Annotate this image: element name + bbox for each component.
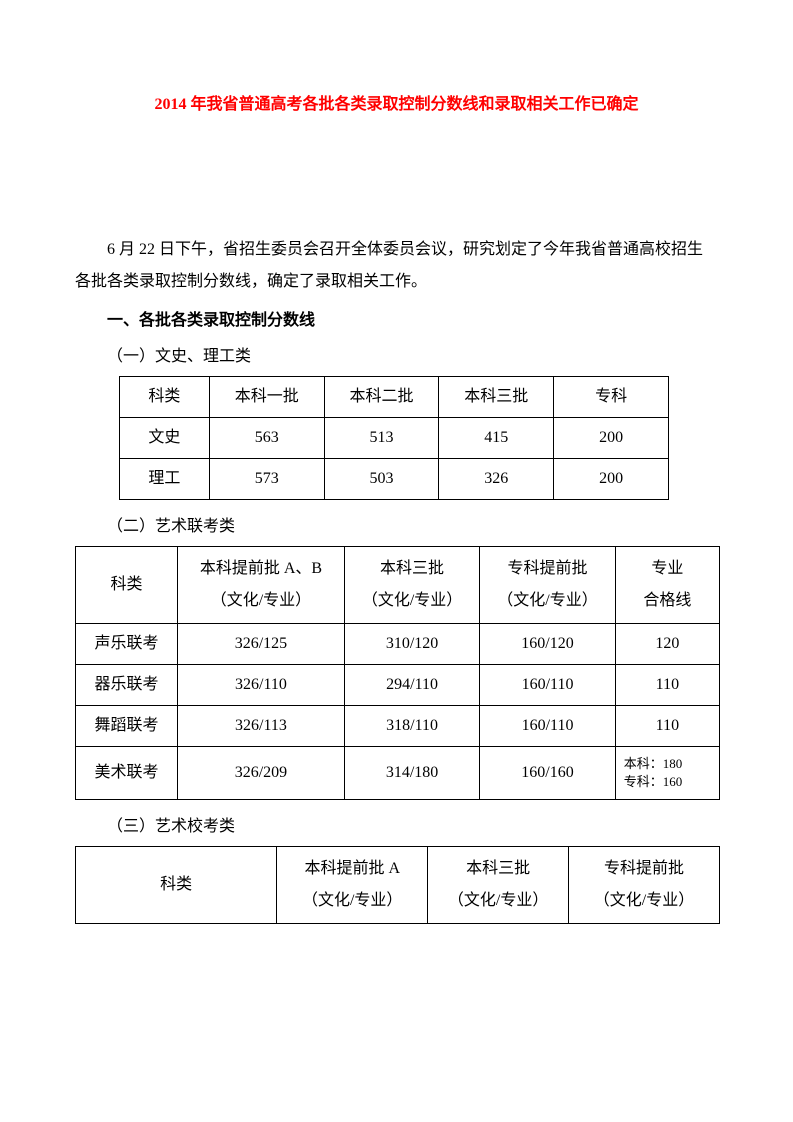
table-header-cell: 本科三批（文化/专业） — [428, 847, 569, 924]
table-cell: 326/209 — [178, 747, 345, 800]
table-row: 舞蹈联考 326/113 318/110 160/110 110 — [76, 706, 720, 747]
table-cell: 美术联考 — [76, 747, 178, 800]
table-cell: 舞蹈联考 — [76, 706, 178, 747]
table-cell: 120 — [615, 624, 719, 665]
table-cell: 318/110 — [344, 706, 479, 747]
table-row: 科类 本科一批 本科二批 本科三批 专科 — [120, 377, 669, 418]
table-cell: 本科：180专科：160 — [615, 747, 719, 800]
table-cell: 310/120 — [344, 624, 479, 665]
table-header-cell: 科类 — [76, 847, 277, 924]
table-cell: 573 — [209, 459, 324, 500]
table-cell: 文史 — [120, 418, 210, 459]
table-row: 文史 563 513 415 200 — [120, 418, 669, 459]
table-cell: 326/125 — [178, 624, 345, 665]
table-cell: 503 — [324, 459, 439, 500]
table-header-cell: 专科 — [554, 377, 669, 418]
document-title: 2014 年我省普通高考各批各类录取控制分数线和录取相关工作已确定 — [75, 90, 718, 114]
table-cell: 160/110 — [480, 706, 615, 747]
table-cell: 326/110 — [178, 665, 345, 706]
table-header-cell: 本科二批 — [324, 377, 439, 418]
table-cell: 415 — [439, 418, 554, 459]
table-cell: 294/110 — [344, 665, 479, 706]
table-cell: 160/120 — [480, 624, 615, 665]
table-row: 美术联考 326/209 314/180 160/160 本科：180专科：16… — [76, 747, 720, 800]
sub-heading-2: （二）艺术联考类 — [75, 512, 718, 536]
table-cell: 563 — [209, 418, 324, 459]
table-cell: 110 — [615, 665, 719, 706]
intro-paragraph: 6 月 22 日下午，省招生委员会召开全体委员会议，研究划定了今年我省普通高校招… — [75, 234, 718, 298]
table-art-school: 科类 本科提前批 A（文化/专业） 本科三批（文化/专业） 专科提前批（文化/专… — [75, 846, 720, 924]
table-wenshi-ligong: 科类 本科一批 本科二批 本科三批 专科 文史 563 513 415 200 … — [119, 376, 669, 500]
table-cell: 326/113 — [178, 706, 345, 747]
table-art-joint: 科类 本科提前批 A、B（文化/专业） 本科三批（文化/专业） 专科提前批（文化… — [75, 546, 720, 800]
table-cell: 理工 — [120, 459, 210, 500]
table-row: 理工 573 503 326 200 — [120, 459, 669, 500]
table-header-cell: 专科提前批（文化/专业） — [569, 847, 720, 924]
table-row: 器乐联考 326/110 294/110 160/110 110 — [76, 665, 720, 706]
table-cell: 声乐联考 — [76, 624, 178, 665]
table-row: 科类 本科提前批 A（文化/专业） 本科三批（文化/专业） 专科提前批（文化/专… — [76, 847, 720, 924]
table-cell: 器乐联考 — [76, 665, 178, 706]
table-cell: 160/160 — [480, 747, 615, 800]
table-cell: 200 — [554, 418, 669, 459]
table-row: 科类 本科提前批 A、B（文化/专业） 本科三批（文化/专业） 专科提前批（文化… — [76, 547, 720, 624]
table-header-cell: 本科一批 — [209, 377, 324, 418]
table-cell: 326 — [439, 459, 554, 500]
table-header-cell: 科类 — [76, 547, 178, 624]
table-header-cell: 专业合格线 — [615, 547, 719, 624]
table-header-cell: 科类 — [120, 377, 210, 418]
table-cell: 110 — [615, 706, 719, 747]
table-cell: 160/110 — [480, 665, 615, 706]
table-cell: 513 — [324, 418, 439, 459]
sub-heading-3: （三）艺术校考类 — [75, 812, 718, 836]
table-cell: 314/180 — [344, 747, 479, 800]
table-cell: 200 — [554, 459, 669, 500]
table-header-cell: 本科三批 — [439, 377, 554, 418]
table-row: 声乐联考 326/125 310/120 160/120 120 — [76, 624, 720, 665]
section-heading-1: 一、各批各类录取控制分数线 — [75, 306, 718, 330]
table-header-cell: 本科三批（文化/专业） — [344, 547, 479, 624]
sub-heading-1: （一）文史、理工类 — [75, 342, 718, 366]
table-header-cell: 专科提前批（文化/专业） — [480, 547, 615, 624]
table-header-cell: 本科提前批 A、B（文化/专业） — [178, 547, 345, 624]
table-header-cell: 本科提前批 A（文化/专业） — [277, 847, 428, 924]
